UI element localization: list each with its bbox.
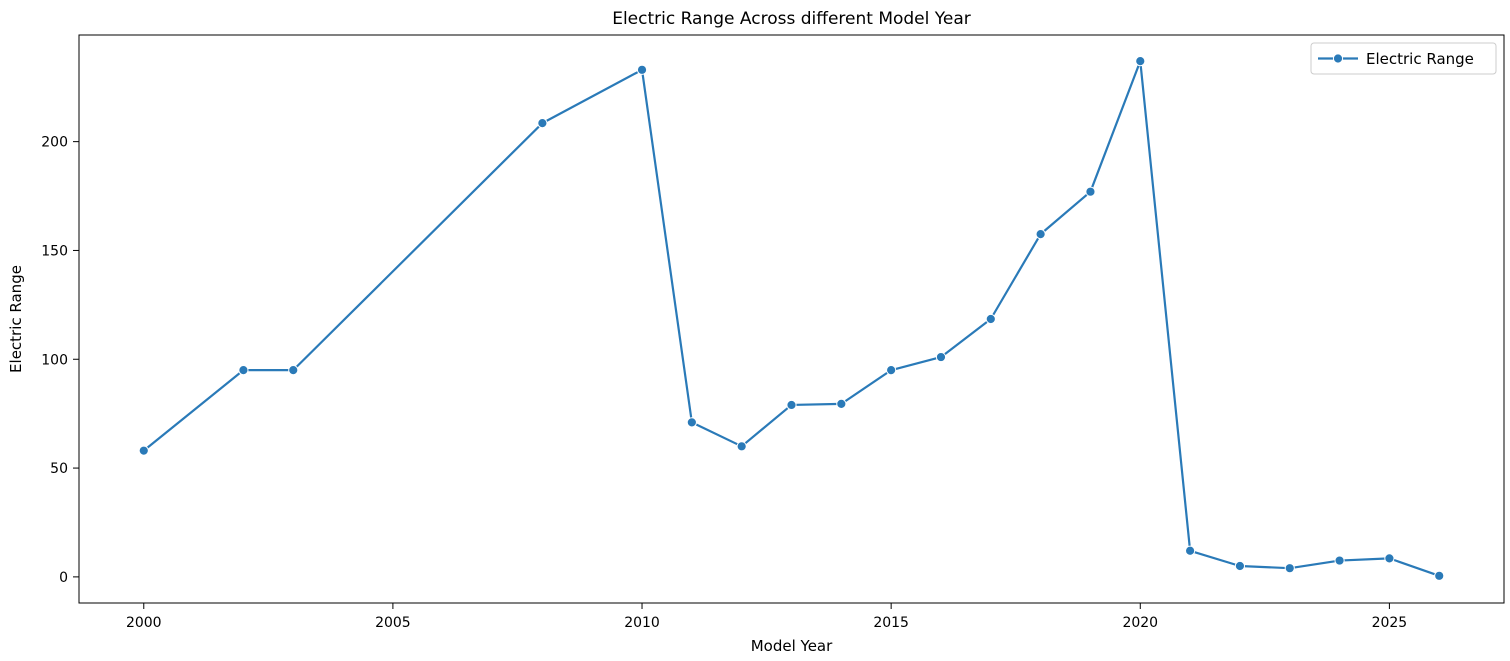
data-point [1085, 186, 1096, 197]
series-layer [138, 56, 1445, 581]
y-tick-label: 100 [41, 352, 68, 368]
data-point [288, 365, 299, 376]
data-point [935, 351, 947, 363]
data-point [1384, 553, 1395, 564]
data-point [736, 441, 747, 452]
data-point [786, 399, 797, 411]
y-axis-title: Electric Range [7, 265, 25, 373]
series-line [143, 60, 1440, 577]
data-point [1234, 560, 1246, 572]
x-tick-label: 2010 [624, 615, 660, 631]
chart-title: Electric Range Across different Model Ye… [612, 9, 971, 29]
data-point [1284, 563, 1295, 574]
legend-marker-swatch [1332, 53, 1344, 64]
data-point [1185, 545, 1196, 556]
y-axis: 0 50 100 150 200 [41, 135, 79, 586]
y-tick-label: 200 [41, 135, 68, 151]
legend: Electric Range [1310, 42, 1497, 75]
data-point [985, 313, 996, 325]
data-point [1135, 56, 1146, 67]
data-point [836, 398, 847, 409]
legend-label: Electric Range [1366, 50, 1474, 68]
data-point [886, 365, 897, 376]
x-tick-label: 2005 [375, 615, 411, 631]
y-tick-label: 0 [59, 570, 68, 586]
data-point [1035, 229, 1046, 240]
plot-border [78, 34, 1505, 604]
y-tick-label: 50 [50, 461, 68, 477]
data-point [686, 417, 697, 428]
plot-frame [78, 34, 1505, 604]
x-tick-label: 2000 [126, 615, 162, 631]
x-axis: 2000 2005 2010 2015 2020 2025 [126, 603, 1407, 631]
data-point [636, 64, 648, 75]
data-point [238, 365, 249, 376]
y-tick-label: 150 [41, 243, 68, 259]
data-point [1434, 570, 1445, 581]
x-tick-label: 2015 [873, 615, 909, 631]
x-tick-label: 2020 [1122, 615, 1158, 631]
data-point [537, 118, 548, 129]
legend-box [1310, 42, 1497, 75]
data-point [138, 445, 149, 456]
data-point [1334, 555, 1345, 566]
x-tick-label: 2025 [1372, 615, 1408, 631]
x-axis-title: Model Year [751, 637, 833, 655]
